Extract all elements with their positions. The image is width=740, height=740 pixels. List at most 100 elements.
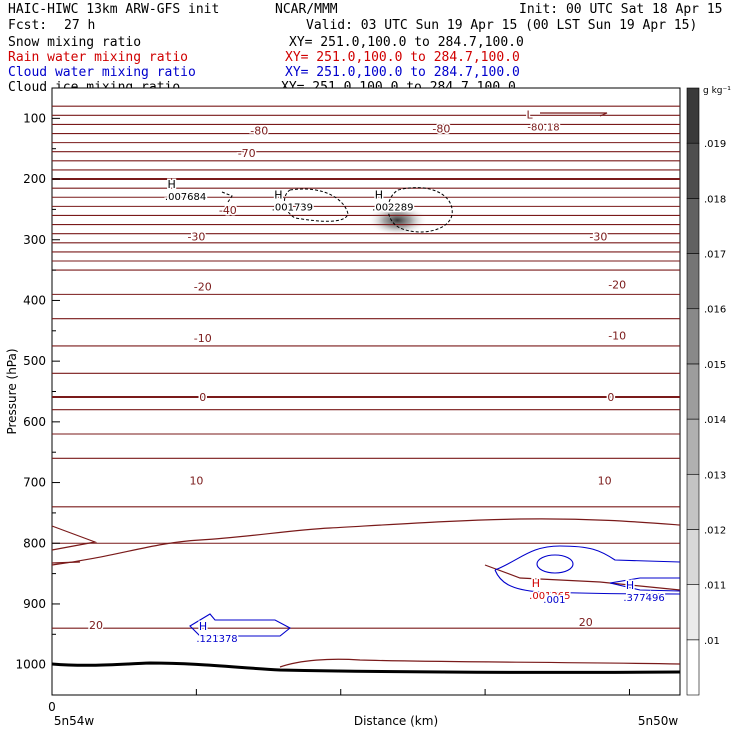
field-snow-name: Snow mixing ratio: [8, 35, 142, 50]
plot-frame: [51, 87, 681, 696]
isotherm-curve-right: [484, 564, 681, 591]
isotherm-label: 20: [89, 619, 103, 632]
isotherm-label: 10: [189, 475, 203, 488]
valid-time: Valid: 03 UTC Sun 19 Apr 15 (00 LST Sun …: [306, 18, 698, 33]
isotherm-curve-15-stub: [51, 561, 81, 564]
extremum-value: .002289: [372, 203, 413, 214]
extremum-marker: H: [375, 189, 383, 202]
cloudwater-contour-left: [189, 613, 291, 637]
y-tick-label: 600: [23, 415, 46, 429]
isotherm-label: 0: [607, 391, 614, 404]
cloudwater-contour-right: [609, 577, 681, 592]
organization: NCAR/MMM: [275, 2, 338, 17]
x-start-label: 0: [48, 700, 56, 714]
field-rain-xy: XY= 251.0,100.0 to 284.7,100.0: [285, 50, 520, 65]
isotherm-label: 20: [579, 616, 593, 629]
isotherm-curve-left-low: [51, 525, 98, 551]
ice-contour-3: [387, 187, 453, 233]
colorbar-swatch: [686, 473, 700, 530]
y-tick-label: 200: [23, 172, 46, 186]
colorbar-tick-label: .014: [704, 415, 726, 426]
ice-contour-1: [221, 191, 233, 203]
colorbar-swatch: [686, 363, 700, 420]
cloudwater-contour-outer-bottom: [494, 569, 681, 595]
init-time: Init: 00 UTC Sat 18 Apr 15: [519, 2, 723, 17]
colorbar-tick-label: .013: [704, 470, 726, 481]
cloudwater-contours: [189, 545, 681, 637]
y-tick-label: 400: [23, 293, 46, 307]
colorbar-swatch: [686, 639, 700, 696]
isotherm-curves: [51, 112, 681, 668]
isotherm-curve-15-north: [51, 518, 681, 566]
field-cloudwater-name: Cloud water mixing ratio: [8, 65, 196, 80]
colorbar-swatch: [686, 198, 700, 254]
isotherm-label: -80: [250, 124, 268, 137]
extremum-marker: H: [532, 577, 540, 590]
y-tick-label: 300: [23, 233, 46, 247]
surface-line: [51, 661, 681, 674]
y-axis: 100 200 300 400 500 600 700 800 900 1000 Pressure …: [5, 87, 60, 696]
isotherm-lines: [52, 105, 680, 629]
colorbar-swatch: [686, 418, 700, 475]
contour-label: .001: [543, 595, 565, 606]
extremum-value: .377496: [623, 593, 664, 604]
y-tick-label: 800: [23, 536, 46, 550]
colorbar-swatch: [686, 253, 700, 310]
isotherm-curve-25: [279, 658, 681, 668]
x-axis-label: Distance (km): [354, 714, 438, 728]
colorbar: .01 .011 .012 .013 .014 .015 .016 .017 .018 .019 g…: [686, 86, 731, 696]
isotherm-low-bump: [540, 112, 608, 117]
field-cloudwater-xy: XY= 251.0,100.0 to 284.7,100.0: [285, 65, 520, 80]
colorbar-swatch: [686, 529, 700, 585]
colorbar-swatch: [686, 584, 700, 641]
colorbar-tick-label: .017: [704, 250, 726, 261]
y-tick-label: 900: [23, 597, 46, 611]
chart-labels: -80 -80 -70 -40 -30 -30 -20 -20 -10 -10 0 0 10 10 20 20…: [87, 107, 666, 647]
isotherm-label: -30: [589, 231, 607, 244]
extremum-marker: H: [626, 579, 634, 592]
isotherm-label: -30: [187, 231, 205, 244]
isotherm-label: 0: [199, 391, 206, 404]
colorbar-swatch: [686, 142, 700, 199]
field-snow-xy: XY= 251.0,100.0 to 284.7,100.0: [289, 35, 524, 50]
model-title: HAIC-HIWC 13km ARW-GFS init: [8, 2, 220, 17]
cloudwater-contour-outer-top: [494, 545, 681, 571]
colorbar-unit: g kg⁻¹: [703, 86, 731, 96]
ice-contours: [221, 187, 453, 233]
isotherm-label: -70: [238, 147, 256, 160]
extremum-marker: H: [199, 620, 207, 633]
colorbar-tick-label: .01: [704, 636, 720, 647]
y-tick-label: 500: [23, 354, 46, 368]
isotherm-label: -40: [219, 204, 237, 217]
forecast-hours: 27 h: [64, 18, 96, 33]
y-tick-label: 700: [23, 476, 46, 490]
extremum-marker: H: [167, 178, 175, 191]
field-rain-name: Rain water mixing ratio: [8, 50, 189, 65]
extremum-value: .001739: [272, 203, 313, 214]
y-tick-label: 100: [23, 111, 46, 125]
extremum-value: .007684: [165, 192, 206, 203]
y-tick-label: 1000: [15, 658, 46, 672]
isotherm-label: 10: [598, 475, 612, 488]
colorbar-tick-label: .016: [704, 305, 726, 316]
extremum-marker: L: [526, 108, 533, 121]
ice-contour-2: [284, 188, 349, 222]
colorbar-tick-label: .018: [704, 194, 726, 205]
x-right-label: 5n50w: [638, 714, 679, 728]
colorbar-tick-label: .012: [704, 525, 726, 536]
x-left-label: 5n54w: [54, 714, 95, 728]
isotherm-label: -80: [432, 123, 450, 136]
extremum-value: .121378: [196, 634, 237, 645]
y-axis-label: Pressure (hPa): [5, 348, 19, 434]
forecast-label: Fcst:: [8, 18, 48, 33]
isotherm-label: -20: [608, 279, 626, 292]
cloudwater-contour-inner: [536, 554, 574, 574]
colorbar-tick-label: .011: [704, 581, 726, 592]
colorbar-swatch: [686, 308, 700, 365]
snow-shading: [367, 204, 428, 237]
isotherm-label: -20: [194, 280, 212, 293]
extremum-marker: H: [274, 189, 282, 202]
colorbar-tick-label: .019: [704, 139, 726, 150]
